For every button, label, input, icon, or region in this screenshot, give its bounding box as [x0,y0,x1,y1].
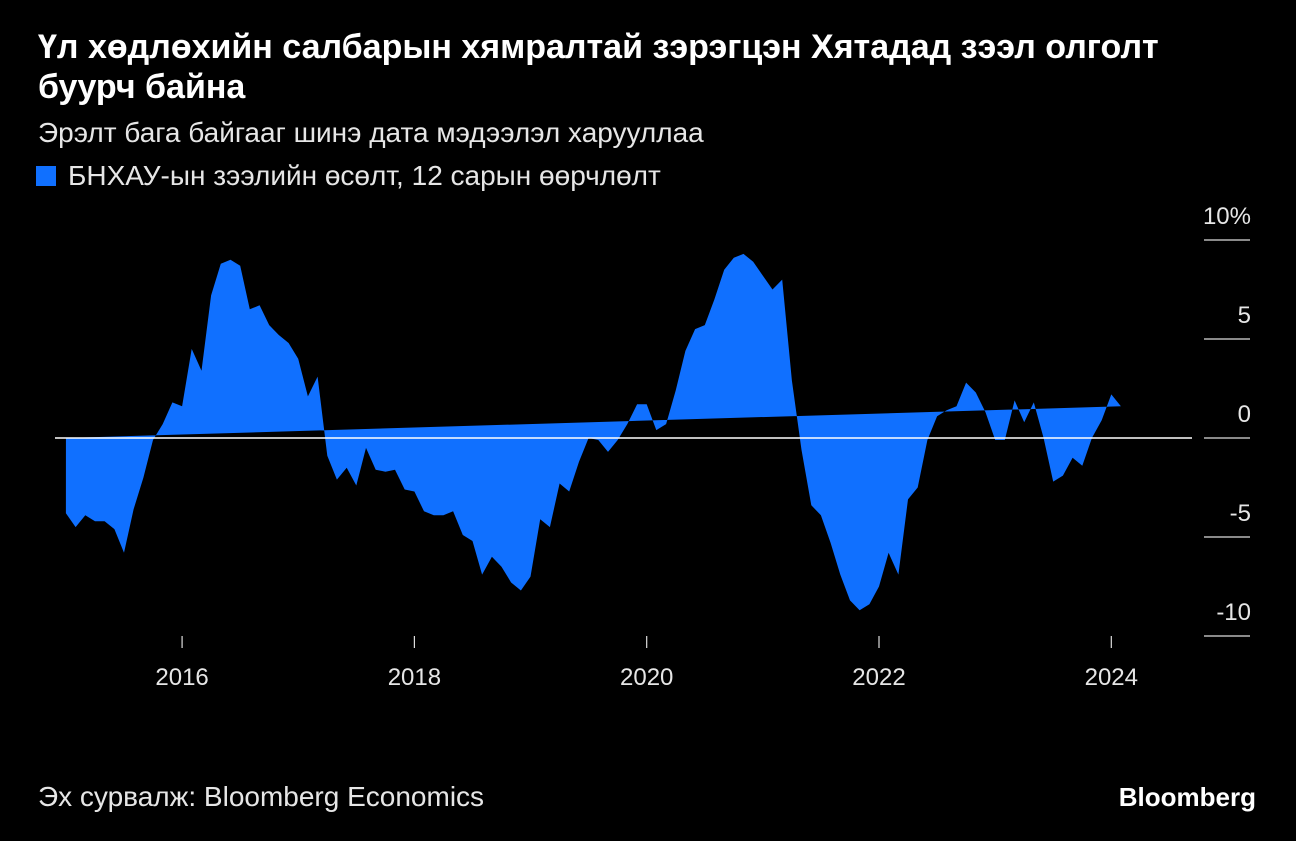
x-tick-label: 2016 [155,664,208,691]
legend-label: БНХАУ-ын зээлийн өсөлт, 12 сарын өөрчлөл… [68,160,661,191]
area [65,253,1121,611]
chart-subtitle: Эрэлт бага байгааг шинэ дата мэдээлэл ха… [38,117,704,148]
x-tick-label: 2022 [852,664,905,691]
source: Эх сурвалж: Bloomberg Economics [38,781,484,812]
brand: Bloomberg [1119,782,1256,812]
y-tick-label: -10 [1216,599,1251,626]
y-tick-label: -5 [1230,500,1251,527]
y-tick-label: 10% [1203,203,1251,230]
y-tick-label: 5 [1238,302,1251,329]
title-line: Үл хөдлөхийн салбарын хямралтай зэрэгцэн… [38,28,1159,66]
x-tick-label: 2024 [1085,664,1138,691]
chart-title: Үл хөдлөхийн салбарын хямралтай зэрэгцэн… [38,28,1159,106]
x-tick-label: 2020 [620,664,673,691]
x-tick-label: 2018 [388,664,441,691]
y-tick-label: 0 [1238,401,1251,428]
title-line: буурч байна [38,68,246,106]
legend-swatch [36,166,56,186]
